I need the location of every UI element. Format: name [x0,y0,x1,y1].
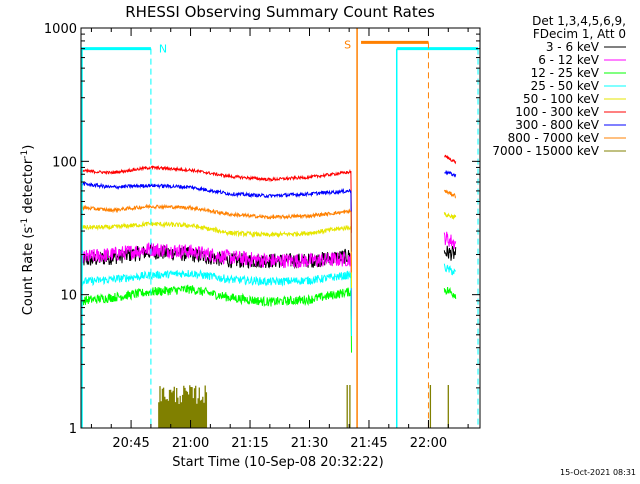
series-line [80,242,352,320]
series-line-post [443,287,457,300]
legend-label: 6 - 12 keV [538,53,600,67]
x-tick-label: 21:15 [231,436,268,451]
series-line-post [443,189,457,199]
series-line-post [444,154,457,165]
plot-frame [80,27,481,429]
y-tick-label: 1000 [44,22,77,37]
legend-label: 100 - 300 keV [515,105,599,119]
y-axis-label: Count Rate (s-1 detector-1) [20,145,36,316]
legend-label: 25 - 50 keV [531,79,600,93]
y-axis-label-part2: detector [21,158,36,218]
x-tick-label: 21:00 [172,436,209,451]
legend-label: 3 - 6 keV [546,40,600,54]
legend-label: 300 - 800 keV [515,118,599,132]
series-line [80,181,352,252]
footer-date: 15-Oct-2021 08:31 [560,468,636,477]
chart-title: RHESSI Observing Summary Count Rates [125,3,435,21]
legend-label: 800 - 7000 keV [508,131,600,145]
legend-header-line-1: Det 1,3,4,5,6,9, [532,14,626,28]
series-line-post [443,263,457,276]
series-line-post [444,170,457,178]
legend: Det 1,3,4,5,6,9, FDecim 1, Att 0 3 - 6 k… [492,14,626,158]
x-axis: 20:45 21:00 21:15 21:30 21:45 22:00 [90,28,469,451]
x-tick-label: 22:00 [410,436,447,451]
series-line [80,203,352,273]
series-7000-15000-spikes [158,385,449,428]
x-tick-label: 20:45 [112,436,149,451]
y-tick-label: 1 [69,422,77,437]
x-tick-label: 21:30 [291,436,328,451]
x-tick-label: 21:45 [350,436,387,451]
series-line-post [443,231,457,250]
n-flag-label: N [159,43,167,56]
legend-label: 12 - 25 keV [531,66,600,80]
x-axis-label: Start Time (10-Sep-08 20:32:22) [172,455,383,470]
s-flag-label: S [344,38,351,51]
series-line-post [443,245,457,261]
y-axis-label-part1: Count Rate (s [21,227,36,316]
y-axis-label-sup1: -1 [20,218,30,227]
series-line-post [443,212,457,221]
y-tick-label: 100 [52,155,77,170]
series-line [80,220,352,289]
legend-header-line-2: FDecim 1, Att 0 [533,27,626,41]
series-line [81,269,352,337]
legend-label: 7000 - 15000 keV [492,144,599,158]
series-line [80,284,352,353]
y-axis: 1 10 100 1000 [44,22,480,437]
y-axis-label-part3: ) [21,145,36,150]
series-line [80,165,352,233]
legend-label: 50 - 100 keV [523,92,600,106]
y-axis-label-sup2: -1 [20,150,30,159]
y-tick-label: 10 [60,289,77,304]
